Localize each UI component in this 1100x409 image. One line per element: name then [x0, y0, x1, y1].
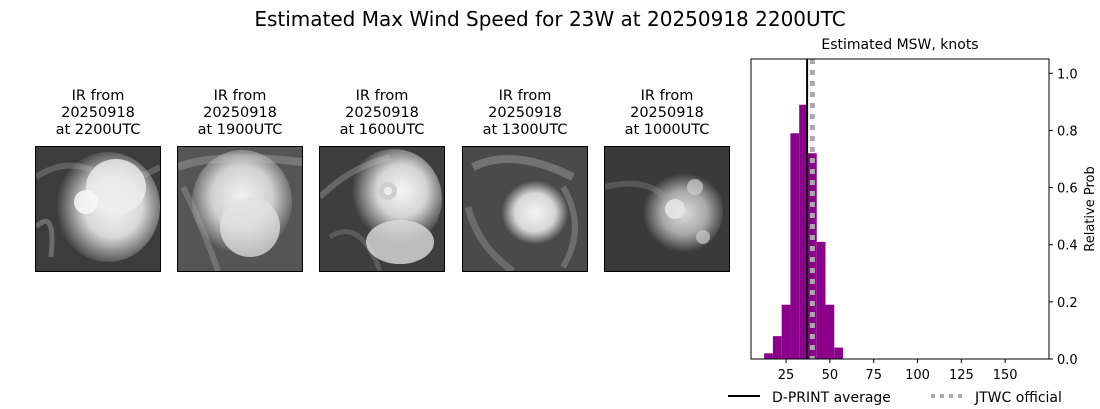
histogram-bar [834, 347, 844, 359]
ir-satellite-image [177, 146, 303, 272]
ir-label-time: at 1000UTC [624, 122, 710, 138]
ir-panel-1000utc: IR from 20250918 at 1000UTC [604, 88, 730, 272]
legend-label-jtwc: JTWC official [974, 390, 1062, 406]
ir-panel-1300utc: IR from 20250918 at 1300UTC [462, 88, 588, 272]
y-tick-label: 0.2 [1057, 296, 1078, 311]
ir-panel-label: IR from 20250918 at 1000UTC [604, 88, 730, 139]
chart-legend: D-PRINT average JTWC official [728, 390, 1062, 406]
ir-label-time: at 1300UTC [482, 122, 568, 138]
histogram-bar [781, 304, 791, 359]
x-tick-label: 75 [865, 368, 882, 383]
y-axis-label: Relative Prob [1083, 166, 1098, 251]
ir-panel-label: IR from 20250918 at 1300UTC [462, 88, 588, 139]
ir-label-date: 20250918 [630, 105, 704, 121]
ir-label-date: 20250918 [203, 105, 277, 121]
y-ticks: 0.0 0.2 0.4 0.6 0.8 1.0 [1049, 67, 1078, 368]
figure-title: Estimated Max Wind Speed for 23W at 2025… [254, 7, 846, 31]
legend-label-dprint: D-PRINT average [772, 390, 891, 406]
chart-title: Estimated MSW, knots [821, 37, 978, 53]
histogram-bar [764, 353, 773, 359]
ir-satellite-image [462, 146, 588, 272]
bars-layer [764, 104, 844, 359]
ir-satellite-image [604, 146, 730, 272]
ir-label-line1: IR from [640, 88, 694, 104]
ir-panel-label: IR from 20250918 at 1900UTC [177, 88, 303, 139]
y-tick-label: 1.0 [1057, 67, 1078, 82]
reference-lines-layer [806, 59, 815, 359]
histogram-bar [816, 241, 826, 359]
plot-frame [750, 58, 1050, 360]
ir-label-line1: IR from [355, 88, 409, 104]
histogram-bar [790, 133, 800, 359]
ir-panel-label: IR from 20250918 at 1600UTC [319, 88, 445, 139]
ir-satellite-image [319, 146, 445, 272]
ir-label-line1: IR from [71, 88, 125, 104]
x-tick-label: 150 [993, 368, 1018, 383]
ir-label-time: at 1900UTC [197, 122, 283, 138]
ir-satellite-image [35, 146, 161, 272]
ir-label-date: 20250918 [61, 105, 135, 121]
ir-label-date: 20250918 [345, 105, 419, 121]
x-tick-label: 50 [822, 368, 839, 383]
ir-panel-1900utc: IR from 20250918 at 1900UTC [177, 88, 303, 272]
ir-panel-1600utc: IR from 20250918 at 1600UTC [319, 88, 445, 272]
ir-panel-2200utc: IR from 20250918 at 2200UTC [35, 88, 161, 272]
x-tick-label: 100 [905, 368, 930, 383]
histogram-bar [807, 153, 817, 359]
ir-label-line1: IR from [498, 88, 552, 104]
ir-label-time: at 1600UTC [339, 122, 425, 138]
histogram-bar [825, 304, 835, 359]
x-ticks: 25 50 75 100 125 150 [778, 359, 1018, 383]
y-tick-label: 0.6 [1057, 182, 1078, 197]
x-tick-label: 125 [949, 368, 974, 383]
histogram-bar [799, 104, 808, 359]
ir-label-time: at 2200UTC [55, 122, 141, 138]
ir-label-line1: IR from [213, 88, 267, 104]
x-tick-label: 25 [778, 368, 795, 383]
y-tick-label: 0.4 [1057, 239, 1078, 254]
y-tick-label: 0.8 [1057, 124, 1078, 139]
ir-panel-label: IR from 20250918 at 2200UTC [35, 88, 161, 139]
ir-label-date: 20250918 [488, 105, 562, 121]
y-tick-label: 0.0 [1057, 353, 1078, 368]
histogram-bar [772, 336, 782, 359]
